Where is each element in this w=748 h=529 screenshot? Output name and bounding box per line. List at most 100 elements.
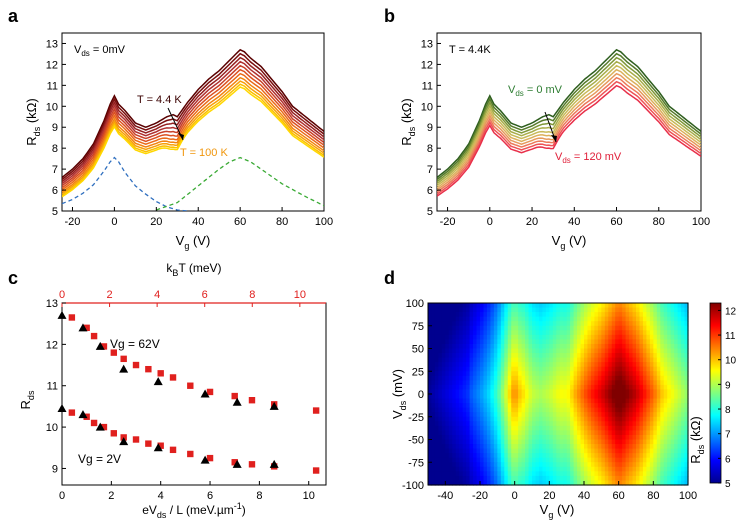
heatmap-cell	[452, 380, 457, 386]
heatmap-cell	[566, 357, 571, 363]
heatmap-cell	[632, 480, 637, 486]
heatmap-cell	[580, 471, 585, 477]
panel-a-ylabel: Rds (kΩ)	[24, 98, 42, 145]
heatmap-cell	[608, 303, 613, 309]
heatmap-cell	[608, 480, 613, 486]
heatmap-cell	[566, 471, 571, 477]
heatmap-cell	[656, 439, 661, 445]
heatmap-cell	[511, 398, 516, 404]
heatmap-cell	[677, 353, 682, 359]
heatmap-cell	[608, 444, 613, 450]
heatmap-cell	[438, 375, 443, 381]
heatmap-cell	[615, 325, 620, 331]
heatmap-cell	[507, 448, 512, 454]
series-line-4	[437, 60, 701, 185]
heatmap-cell	[518, 339, 523, 345]
heatmap-cell	[577, 325, 582, 331]
heatmap-cell	[584, 434, 589, 441]
heatmap-cell	[629, 421, 634, 427]
heatmap-cell	[625, 343, 630, 350]
heatmap-cell	[511, 448, 516, 454]
heatmap-cell	[511, 362, 516, 368]
heatmap-cell	[604, 362, 609, 368]
heatmap-cell	[573, 398, 578, 404]
heatmap-cell	[514, 421, 519, 427]
heatmap-cell	[570, 357, 575, 363]
heatmap-cell	[573, 334, 578, 340]
heatmap-cell	[455, 412, 460, 418]
heatmap-cell	[462, 425, 467, 431]
heatmap-cell	[459, 325, 464, 331]
data-point-square	[248, 397, 256, 404]
data-point-square	[206, 388, 214, 396]
heatmap-cell	[667, 330, 672, 336]
heatmap-cell	[636, 444, 641, 450]
heatmap-cell	[642, 425, 647, 431]
heatmap-cell	[580, 475, 585, 482]
heatmap-cell	[542, 403, 547, 409]
heatmap-cell	[611, 362, 616, 368]
heatmap-cell	[448, 380, 453, 386]
heatmap-cell	[615, 312, 620, 318]
heatmap-cell	[597, 475, 602, 482]
heatmap-cell	[525, 339, 530, 345]
heatmap-cell	[590, 480, 595, 486]
heatmap-cell	[452, 389, 457, 395]
heatmap-cell	[480, 430, 485, 436]
heatmap-cell	[518, 380, 523, 386]
heatmap-cell	[448, 366, 453, 372]
heatmap-cell	[462, 371, 467, 377]
heatmap-cell	[674, 325, 679, 331]
heatmap-cell	[434, 444, 439, 450]
heatmap-cell	[601, 448, 606, 454]
heatmap-cell	[448, 412, 453, 418]
heatmap-cell	[615, 471, 620, 477]
heatmap-cell	[636, 357, 641, 363]
heatmap-cell	[681, 407, 686, 413]
heatmap-cell	[649, 394, 654, 400]
heatmap-cell	[528, 466, 533, 472]
heatmap-cell	[521, 321, 526, 327]
heatmap-cell	[504, 394, 509, 400]
heatmap-cell	[636, 421, 641, 427]
heatmap-cell	[639, 421, 644, 427]
heatmap-cell	[528, 444, 533, 450]
y-tick-label: 75	[412, 321, 424, 333]
heatmap-cell	[681, 380, 686, 386]
heatmap-cell	[428, 325, 433, 331]
heatmap-cell	[556, 480, 561, 486]
heatmap-cell	[455, 421, 460, 427]
heatmap-cell	[653, 416, 658, 422]
heatmap-cell	[663, 325, 668, 331]
heatmap-cell	[559, 384, 564, 391]
heatmap-cell	[615, 448, 620, 454]
heatmap-cell	[580, 448, 585, 454]
heatmap-cell	[542, 471, 547, 477]
heatmap-cell	[518, 307, 523, 313]
heatmap-cell	[597, 307, 602, 313]
heatmap-cell	[577, 444, 582, 450]
heatmap-cell	[504, 457, 509, 463]
heatmap-cell	[542, 357, 547, 363]
heatmap-image	[428, 303, 689, 486]
heatmap-cell	[497, 321, 502, 327]
heatmap-cell	[611, 303, 616, 309]
heatmap-cell	[469, 357, 474, 363]
heatmap-cell	[455, 462, 460, 468]
heatmap-cell	[604, 398, 609, 404]
heatmap-cell	[646, 366, 651, 372]
heatmap-cell	[473, 444, 478, 450]
heatmap-cell	[618, 316, 623, 322]
heatmap-cell	[473, 380, 478, 386]
top-tick-label: 0	[59, 289, 65, 301]
heatmap-cell	[594, 362, 599, 368]
heatmap-cell	[649, 412, 654, 418]
heatmap-cell	[521, 394, 526, 400]
heatmap-cell	[455, 394, 460, 400]
heatmap-cell	[452, 471, 457, 477]
heatmap-cell	[615, 362, 620, 368]
heatmap-cell	[535, 421, 540, 427]
heatmap-cell	[639, 466, 644, 472]
heatmap-cell	[434, 462, 439, 468]
heatmap-cell	[670, 398, 675, 404]
